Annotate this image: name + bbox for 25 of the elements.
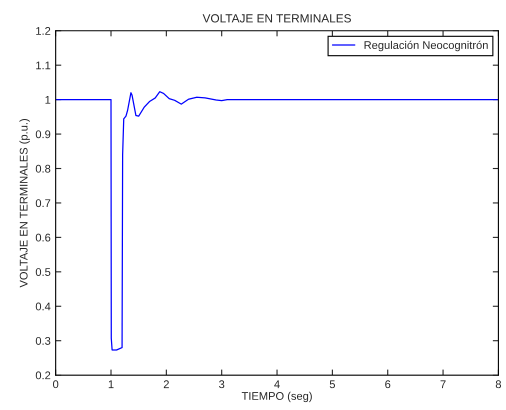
y-tick-label: 0.5 bbox=[36, 268, 50, 276]
y-tick-label: 0.2 bbox=[36, 371, 50, 380]
x-tick-label: 7 bbox=[440, 380, 446, 388]
x-tick-label: 4 bbox=[274, 380, 280, 388]
x-tick-label: 0 bbox=[53, 380, 58, 388]
x-tick-label: 5 bbox=[330, 380, 336, 388]
y-tick-label: 0.8 bbox=[36, 164, 50, 173]
y-axis-title: VOLTAJE EN TERMINALES (p.u.) bbox=[19, 119, 30, 288]
legend-label: Regulación Neocognitrón bbox=[364, 40, 488, 52]
x-tick-label: 3 bbox=[219, 380, 224, 388]
x-tick-label: 1 bbox=[108, 380, 114, 388]
y-tick-label: 0.6 bbox=[36, 234, 50, 242]
y-tick-label: 1.2 bbox=[36, 27, 50, 35]
y-tick-label: 0.9 bbox=[36, 130, 50, 138]
y-tick-label: 1 bbox=[45, 96, 50, 104]
x-tick-label: 6 bbox=[385, 380, 390, 388]
chart-title: VOLTAJE EN TERMINALES bbox=[202, 14, 351, 23]
y-tick-label: 1.1 bbox=[36, 62, 50, 70]
x-tick-label: 2 bbox=[164, 380, 169, 388]
y-tick-label: 0.3 bbox=[36, 336, 50, 345]
y-tick-label: 0.7 bbox=[36, 199, 50, 208]
x-axis-title: TIEMPO (seg) bbox=[242, 392, 312, 402]
x-tick-label: 8 bbox=[496, 380, 502, 388]
y-tick-label: 0.4 bbox=[36, 302, 50, 310]
line-series bbox=[56, 91, 498, 351]
